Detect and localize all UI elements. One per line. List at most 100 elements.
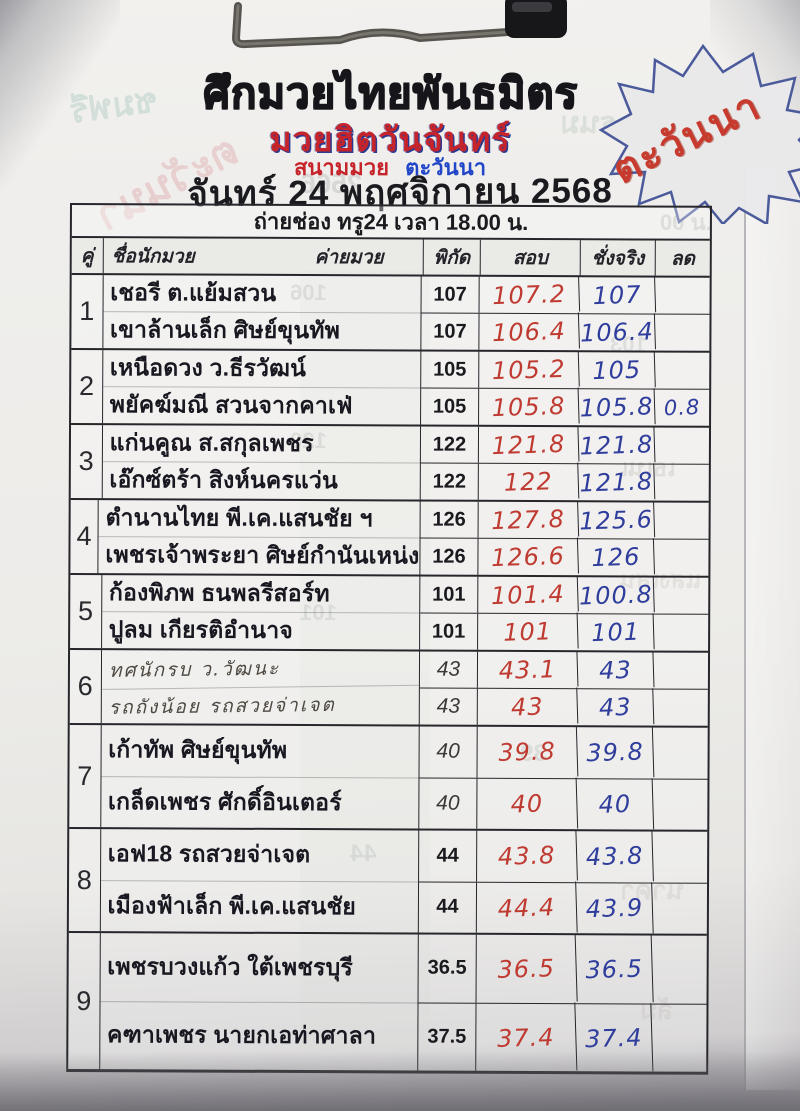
metrics-block: 105 105.2 105 105 105.8 105.8 0.8 [421,350,710,427]
reduce-value [653,778,709,830]
boxer-names-cell: เหนือดวง ว.ธีรวัฒน์ พยัคฆ์มณี สวนจากคาเฟ่ [102,350,422,425]
broadcast-row: ถ่ายช่อง ทรู24 เวลา 18.00 น. [71,205,710,241]
pair-number: 9 [68,933,101,1070]
weight-limit-value: 44 [418,882,478,933]
pair-number: 3 [70,425,103,499]
weight-limit-value: 101 [420,613,479,650]
metrics-block: 122 121.8 121.8 122 122 121.8 [420,425,710,502]
metric-row: 126 126.6 126 [420,537,709,577]
boxer-names-cell: ตำนานไทย พี.เค.แสนชัย ฯเพชรเจ้าพระยา ศิษ… [98,500,421,575]
weight-limit-value: 40 [419,726,478,778]
pair-number: 1 [71,275,104,349]
burst-star-shape [598,44,800,224]
actual-weigh-value: 40 [576,777,655,831]
reduce-value [652,831,708,883]
weight-limit-value: 105 [421,388,480,425]
actual-weigh-value: 105 [578,351,656,390]
boxer-name: เพชรเจ้าพระยา ศิษย์กำนันเหน่ง [105,541,420,569]
weigh-in-table: ถ่ายช่อง ทรู24 เวลา 18.00 น. คู่ ชื่อนัก… [66,203,712,1075]
boxer-name: พยัคฆ์มณี สวนจากคาเฟ่ [109,391,353,419]
match-row: 6 ทศนักรบ ว.วัฒนะ รถถังน้อย รถสวยจ่าเจต 43 4… [69,648,709,728]
match-row: 1 เชอรี ต.แย้มสวน เขาล้านเล็ก ศิษย์ขุนทัพ 1… [71,275,710,353]
reduce-value [654,464,709,502]
pair-number: 8 [68,829,101,932]
venue-prefix: สนามมวย [293,155,390,180]
reduce-value [655,352,710,390]
actual-weigh-value: 43.8 [576,830,654,884]
metric-row: 122 121.8 121.8 [420,425,710,465]
col-header-gym: ค่ายมวย [314,246,384,268]
metric-row: 43 43 43 [419,687,708,727]
metrics-block: 44 43.8 43.8 44 44.4 43.9 [418,829,708,935]
weigh-table-body: 1 เชอรี ต.แย้มสวน เขาล้านเล็ก ศิษย์ขุนทัพ 1… [68,275,710,1073]
event-subtitle: มวยฮิตวันจันทร์ [269,121,511,159]
metrics-block: 40 39.8 39.8 40 40 40 [419,725,709,831]
metric-row: 105 105.2 105 [421,350,710,390]
boxer-name: ทศนักรบ ว.วัฒนะ [101,648,420,690]
metrics-block: 43 43.1 43 43 43 43 [419,650,709,727]
actual-weigh-value: 107 [579,276,657,315]
actual-weigh-value: 43 [577,651,655,690]
metric-row: 44 43.8 43.8 [419,829,708,884]
metric-row: 101 101.4 100.8 [420,575,709,615]
actual-weigh-value: 43 [577,688,655,727]
reduce-value [654,577,709,615]
boxer-names-cell: ก้องพิภพ ธนพลรีสอร์ท ปูลม เกียรติอำนาจ [101,575,421,650]
trial-weigh-value: 43.8 [476,829,578,884]
pair-number: 7 [69,725,102,828]
actual-weigh-value: 121.8 [578,463,656,502]
weight-limit-value: 126 [420,538,479,575]
actual-weigh-value: 125.6 [578,501,656,540]
match-row: 2 เหนือดวง ว.ธีรวัฒน์ พยัคฆ์มณี สวนจากคาเฟ… [71,350,710,428]
metric-row: 107 106.4 106.4 [421,312,709,352]
actual-weigh-value: 43.9 [576,881,654,935]
event-title: ศึกมวยไทยพันธมิตร [202,69,578,116]
weight-limit-value: 105 [421,351,480,388]
trial-weigh-value: 107.2 [479,275,581,315]
metrics-block: 107 107.2 107 107 106.4 106.4 [421,275,710,352]
trial-weigh-value: 105.2 [478,350,580,390]
reduce-value [654,614,709,652]
boxer-name: ตำนานไทย พี.เค.แสนชัย ฯ [98,500,420,539]
col-header-reduce: ลด [670,248,695,270]
reduce-value [653,652,708,690]
trial-weigh-value: 40 [476,776,579,831]
metric-row: 44 44.4 43.9 [418,880,707,935]
trial-weigh-value: 43 [477,687,579,727]
weight-limit-value: 43 [419,688,478,725]
boxer-names-cell: เอฟ18 รถสวยจ่าเจต เมืองฟ้าเล็ก พี.เค.แสนช… [100,829,420,933]
match-row: 5 ก้องพิภพ ธนพลรีสอร์ท ปูลม เกียรติอำนาจ 10… [70,575,709,653]
reduce-value [654,539,709,577]
weight-limit-value: 126 [420,501,479,538]
column-header-row: คู่ ชื่อนักมวย ค่ายมวย พิกัด สอบ ชั่งจริ… [71,238,710,278]
actual-weigh-value: 105.8 [578,388,656,427]
metrics-block: 101 101.4 100.8 101 101 101 [420,575,709,652]
pair-number: 5 [70,575,103,649]
venue-line: สนามมวย ตะวันนา [60,150,720,185]
reduce-value [652,935,708,1004]
boxer-name: เกล็ดเพชร ศักดิ์อินเตอร์ [107,787,342,815]
boxer-name: เมืองฟ้าเล็ก พี.เค.แสนชัย [107,891,357,920]
paper-shadow-top-left [0,0,120,190]
weight-limit-value: 107 [421,276,480,313]
weight-limit-value: 44 [419,830,478,882]
trial-weigh-value: 39.8 [476,725,579,780]
col-header-actual-weigh: ชั่งจริง [580,240,657,276]
match-row: 3 แก่นคูณ ส.สกุลเพชร เอ๊กซ์ตร้า สิงห์นครแว… [70,425,710,503]
paper-bottom-shadow [0,1051,800,1111]
boxer-name: ปูลม เกียรติอำนาจ [108,616,294,643]
weight-limit-value: 36.5 [418,934,477,1003]
boxer-name: เอ๊กซ์ตร้า สิงห์นครแว่น [109,466,339,494]
boxer-name: รถถังน้อย รถสวยจ่าเจต [108,693,336,719]
boxer-names-cell: เพชรบวงแก้ว ใต้เพชรบุรี คฑาเพชร นายกเอท่า… [99,933,419,1071]
metric-row: 43 43.1 43 [419,650,709,690]
paper-right-fold [744,170,800,1090]
actual-weigh-value: 106.4 [578,313,656,352]
pair-number: 6 [69,650,102,724]
metric-row: 122 122 121.8 [420,462,709,502]
reduce-value [654,502,709,540]
metric-row: 126 127.8 125.6 [420,500,709,540]
actual-weigh-value: 36.5 [575,934,654,1005]
reduce-value: 0.8 [663,395,701,421]
